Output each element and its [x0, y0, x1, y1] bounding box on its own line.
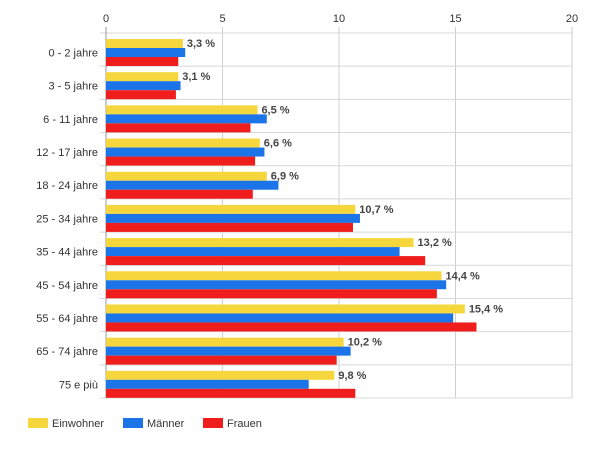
bar-frauen [106, 289, 437, 299]
x-axis-ticks: 0 5 10 15 20 [103, 13, 578, 25]
bar-frauen [106, 388, 356, 398]
bar-einwohner [106, 337, 344, 347]
data-label: 10,2 % [348, 337, 382, 349]
legend-label: Männer [147, 418, 185, 430]
bar-frauen [106, 322, 477, 332]
bar-frauen [106, 57, 179, 66]
data-label: 6,9 % [271, 171, 299, 183]
category-label: 25 - 34 jahre [36, 213, 98, 225]
bar-einwohner [106, 171, 267, 181]
x-tick-label: 15 [449, 13, 461, 25]
bar-einwohner [106, 138, 260, 148]
bar-m-nner [106, 213, 360, 223]
data-label: 10,7 % [359, 204, 393, 216]
data-label: 14,4 % [446, 270, 480, 282]
x-tick-label: 10 [333, 13, 345, 25]
category-label: 55 - 64 jahre [36, 313, 98, 325]
category-label: 6 - 11 jahre [43, 114, 98, 126]
legend-swatch [123, 418, 143, 428]
bar-m-nner [106, 180, 279, 190]
bar-frauen [106, 189, 253, 199]
category-label: 18 - 24 jahre [36, 180, 98, 192]
bar-m-nner [106, 48, 186, 57]
category-label: 65 - 74 jahre [36, 346, 98, 358]
y-axis-categories: 0 - 2 jahre 3 - 5 jahre 6 - 11 jahre 12 - 1… [36, 48, 98, 392]
legend-label: Einwohner [52, 418, 104, 430]
x-tick-label: 5 [219, 13, 225, 25]
bar-einwohner [106, 72, 179, 82]
bar-frauen [106, 222, 353, 232]
bar-einwohner [106, 304, 465, 314]
legend: Einwohner Männer Frauen [28, 418, 262, 430]
bar-m-nner [106, 114, 267, 124]
bar-m-nner [106, 346, 351, 356]
category-label: 35 - 44 jahre [36, 247, 98, 259]
category-label: 45 - 54 jahre [36, 280, 98, 292]
bar-m-nner [106, 379, 309, 389]
x-tick-label: 0 [103, 13, 109, 25]
bar-frauen [106, 156, 256, 166]
category-label: 0 - 2 jahre [48, 48, 98, 60]
bar-einwohner [106, 39, 183, 48]
data-label: 6,6 % [264, 138, 292, 150]
data-label: 3,3 % [187, 38, 215, 50]
data-label: 15,4 % [469, 303, 503, 315]
bar-m-nner [106, 313, 454, 323]
data-labels: 3,3 % 3,1 % 6,5 % 6,6 % 6,9 % 10,7 % 13,2 % 14,… [182, 38, 503, 382]
bar-m-nner [106, 247, 400, 257]
data-label: 6,5 % [261, 104, 289, 116]
bar-m-nner [106, 147, 265, 157]
bar-einwohner [106, 204, 356, 214]
bar-einwohner [106, 105, 258, 115]
data-label: 3,1 % [182, 71, 210, 83]
bar-m-nner [106, 81, 181, 91]
bar-frauen [106, 123, 251, 133]
category-label: 3 - 5 jahre [48, 81, 98, 93]
data-label: 9,8 % [338, 370, 366, 382]
legend-swatch [203, 418, 223, 428]
bar-frauen [106, 355, 337, 365]
x-tick-label: 20 [566, 13, 578, 25]
bar-m-nner [106, 280, 447, 290]
bars [106, 39, 477, 398]
bar-frauen [106, 256, 426, 266]
bar-einwohner [106, 238, 414, 248]
legend-swatch [28, 418, 48, 428]
bar-einwohner [106, 271, 442, 281]
bar-einwohner [106, 370, 335, 380]
category-label: 12 - 17 jahre [36, 147, 98, 159]
data-label: 13,2 % [418, 237, 452, 249]
bar-frauen [106, 90, 176, 100]
category-label: 75 e più [59, 379, 98, 391]
legend-label: Frauen [227, 418, 262, 430]
